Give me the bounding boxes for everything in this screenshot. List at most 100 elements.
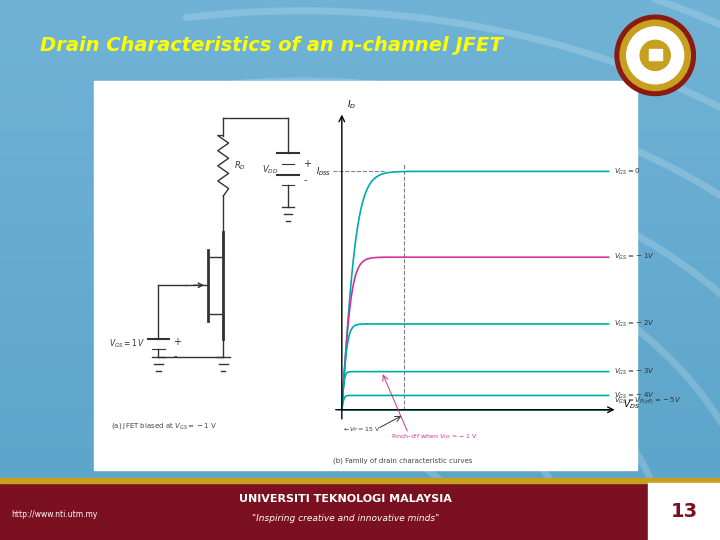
Bar: [0, 86, 720, 89]
Bar: [0, 54, 720, 57]
Bar: [0, 105, 720, 108]
Bar: [0, 392, 720, 394]
Text: UNIVERSITI TEKNOLOGI MALAYSIA: UNIVERSITI TEKNOLOGI MALAYSIA: [239, 495, 452, 504]
Bar: [0, 329, 720, 332]
Bar: [0, 437, 720, 440]
Bar: [0, 483, 720, 486]
Bar: [0, 92, 720, 94]
Bar: [0, 68, 720, 70]
Bar: [0, 65, 720, 68]
Bar: [0, 165, 720, 167]
Bar: [0, 100, 720, 103]
Bar: [0, 16, 720, 19]
Bar: [0, 513, 720, 516]
Text: $V_{GS} = 1\,V$: $V_{GS} = 1\,V$: [109, 338, 145, 350]
Bar: [0, 348, 720, 351]
Bar: [0, 211, 720, 213]
Bar: [0, 464, 720, 467]
Bar: [0, 173, 720, 176]
Bar: [0, 132, 720, 135]
Bar: [0, 24, 720, 27]
Bar: [0, 413, 720, 416]
Bar: [0, 194, 720, 197]
Bar: [0, 84, 720, 86]
Bar: [0, 238, 720, 240]
Bar: [0, 505, 720, 508]
Bar: [0, 192, 720, 194]
Bar: [0, 381, 720, 383]
Bar: [0, 502, 720, 505]
Bar: [0, 208, 720, 211]
Bar: [0, 373, 720, 375]
Bar: [0, 135, 720, 138]
Bar: [0, 227, 720, 229]
Bar: [0, 281, 720, 284]
Bar: [0, 157, 720, 159]
Bar: [0, 265, 720, 267]
Bar: [0, 197, 720, 200]
Bar: [0, 59, 720, 62]
Bar: [0, 8, 720, 11]
Circle shape: [615, 15, 696, 96]
Bar: [0, 456, 720, 459]
Bar: [0, 256, 720, 259]
Bar: [0, 524, 720, 526]
Bar: [0, 332, 720, 335]
Bar: [0, 103, 720, 105]
Bar: [0, 491, 720, 494]
Bar: [0, 321, 720, 324]
Bar: [0, 335, 720, 338]
Bar: [0, 221, 720, 224]
Bar: [0, 267, 720, 270]
Bar: [0, 111, 720, 113]
Bar: [0, 375, 720, 378]
Bar: [0, 389, 720, 392]
Bar: [0, 11, 720, 14]
Bar: [0, 467, 720, 470]
Bar: [0, 316, 720, 319]
Bar: [0, 189, 720, 192]
Bar: [0, 440, 720, 443]
Text: Pinch-off when $V_{GS} = -1$ V: Pinch-off when $V_{GS} = -1$ V: [390, 433, 477, 441]
Bar: [0, 143, 720, 146]
Bar: [0, 186, 720, 189]
Text: $V_{GS} = -4 V$: $V_{GS} = -4 V$: [614, 390, 654, 401]
Bar: [0, 5, 720, 8]
Text: $I_D$: $I_D$: [347, 98, 356, 111]
Bar: [0, 516, 720, 518]
Bar: [0, 151, 720, 154]
Bar: [0, 270, 720, 273]
Bar: [0, 240, 720, 243]
Bar: [0, 346, 720, 348]
Bar: [0, 454, 720, 456]
Text: $\leftarrow V_P = 15$ V: $\leftarrow V_P = 15$ V: [342, 425, 380, 434]
Bar: [0, 313, 720, 316]
Bar: [0, 154, 720, 157]
Bar: [0, 122, 720, 124]
Text: 13: 13: [670, 502, 698, 522]
Bar: [0, 140, 720, 143]
Bar: [0, 319, 720, 321]
Circle shape: [626, 27, 684, 84]
Bar: [0, 408, 720, 410]
Bar: [0, 205, 720, 208]
Circle shape: [640, 40, 670, 70]
Bar: [0, 167, 720, 170]
Bar: [0, 251, 720, 254]
Bar: [0, 402, 720, 405]
Bar: [0, 297, 720, 300]
Bar: [0, 394, 720, 397]
Bar: [0, 97, 720, 100]
Bar: [648, 483, 720, 540]
Bar: [0, 532, 720, 535]
Bar: [0, 0, 720, 3]
Text: $V_{GS} = -2 V$: $V_{GS} = -2 V$: [614, 319, 654, 329]
Bar: [0, 432, 720, 435]
Bar: [0, 76, 720, 78]
Bar: [0, 284, 720, 286]
Bar: [0, 343, 720, 346]
Bar: [0, 259, 720, 262]
Bar: [0, 254, 720, 256]
Bar: [0, 521, 720, 524]
Bar: [0, 435, 720, 437]
